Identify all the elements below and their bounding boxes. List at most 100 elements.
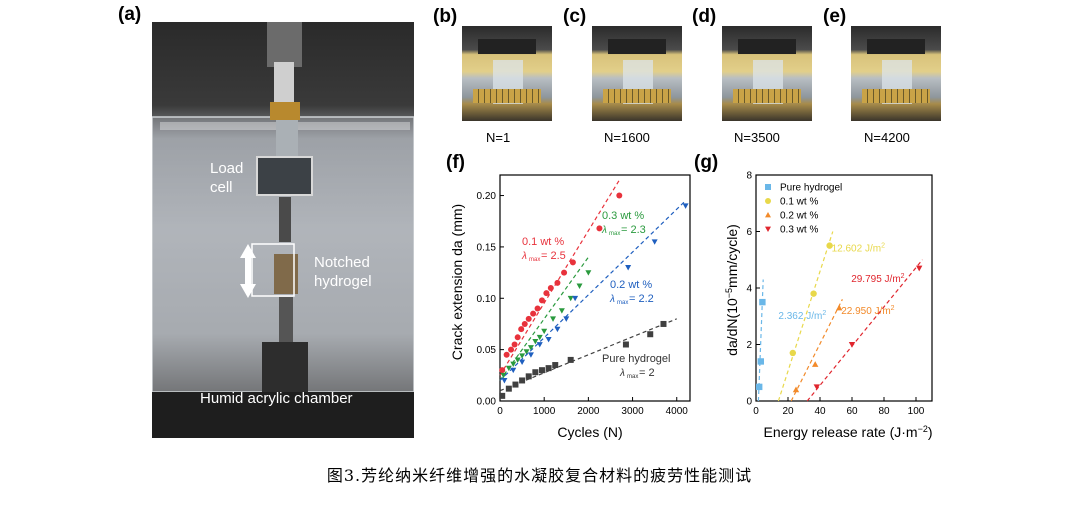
g-series-0-fit-line: [757, 279, 764, 402]
f-series-1-point: [576, 283, 583, 289]
f-series-1-point: [585, 270, 592, 276]
g-series-1-fit-line: [777, 231, 834, 402]
crack-extension-chart-y-axis-label: Crack extension da (mm): [449, 204, 465, 360]
f-label-02-lambda-sub: max: [617, 300, 628, 306]
f-y-tick-label: 0.00: [477, 397, 497, 408]
f-series-2-point: [545, 336, 552, 343]
f-plot-frame: [499, 174, 691, 402]
f-label-pure-line1: Pure hydrogel: [602, 353, 671, 365]
crack-extension-chart: 0 1000 2000 3000 4000 0.00 0.05 0.10 0.15 0.20 Cr…: [449, 174, 691, 440]
f-x-tick-label: 2000: [577, 406, 600, 417]
panel-label-b: (b): [433, 6, 458, 27]
g-series-2-point: [812, 361, 819, 367]
f-series-0-point: [616, 192, 623, 199]
f-x-tick-label: 4000: [666, 406, 689, 417]
panel-label-c: (c): [563, 6, 587, 27]
load-cell-label-line2: cell: [210, 179, 233, 196]
f-series-2-point: [510, 367, 517, 374]
f-label-01-line1: 0.1 wt %: [522, 236, 564, 248]
f-series-2-fit-line: [499, 200, 686, 381]
crack-growth-rate-chart-y-axis-label: da/dN(10−5mm/cycle): [724, 224, 740, 356]
f-x-tick-label: 0: [497, 406, 503, 417]
g-series-0-point: [756, 383, 763, 391]
f-label-01-line2: = 2.5: [541, 250, 566, 262]
g-x-tick-label: 0: [753, 406, 759, 417]
f-series-0-point: [547, 285, 554, 291]
f-series-3-point: [505, 385, 512, 392]
f-series-1-point: [541, 328, 548, 335]
f-series-0-point: [518, 326, 525, 333]
load-cell-label: Load cell: [210, 159, 243, 197]
f-series-1-point: [523, 349, 530, 355]
g-series-1-point: [826, 242, 833, 249]
panel-label-d: (d): [692, 6, 717, 27]
g-legend-3-label: 0.3 wt %: [780, 225, 818, 236]
f-series-1-point: [550, 316, 557, 322]
f-label-03-line1: 0.3 wt %: [602, 210, 644, 222]
f-label-pure-line2: = 2: [639, 367, 655, 379]
f-series-1-point: [514, 357, 521, 363]
f-series-2-point: [519, 359, 526, 365]
g-y-tick-label: 4: [746, 284, 752, 295]
specimen-photo-n1600: [592, 26, 682, 121]
f-series-3-point: [499, 392, 506, 399]
g-series-3-fit-line: [806, 259, 923, 402]
notched-hydrogel-label-line2: hydrogel: [314, 273, 372, 290]
g-x-tick-label: 20: [782, 406, 794, 417]
g-y-tick-label: 0: [746, 397, 752, 408]
f-series-0-point: [538, 297, 545, 304]
g-series-3-annotation: 29.795 J/m2: [851, 273, 904, 285]
f-series-0-point: [508, 346, 515, 353]
specimen-photo-n1: [462, 26, 552, 121]
g-series-1-point: [789, 349, 796, 357]
specimen-photo-n4200: [851, 26, 941, 121]
g-y-tick-label: 2: [746, 340, 752, 351]
g-plot-frame: [755, 174, 933, 402]
g-x-tick-label: 80: [878, 406, 890, 417]
specimen-photo-n3500: [722, 26, 812, 121]
g-legend-2-marker: [765, 212, 771, 218]
f-series-0-point: [499, 367, 506, 374]
test-setup-illustration: [152, 22, 414, 438]
f-series-3-point: [538, 367, 545, 374]
g-legend-1-label: 0.1 wt %: [780, 197, 818, 208]
f-series-3-point: [552, 362, 559, 369]
f-series-3-point: [532, 369, 539, 376]
f-series-0-point: [569, 259, 576, 266]
f-x-tick-label: 3000: [621, 406, 644, 417]
g-series-1-point: [810, 290, 817, 297]
g-series-2-point: [836, 304, 843, 311]
f-series-0-point: [554, 279, 561, 286]
panel-label-e: (e): [823, 6, 847, 27]
g-series-2-annotation: 22.950 J/m2: [841, 305, 894, 317]
f-label-03-lambda: λ: [601, 225, 607, 236]
f-series-3-point: [519, 377, 526, 384]
f-series-0-point: [525, 315, 532, 322]
chamber-label: Humid acrylic chamber: [200, 390, 353, 407]
f-series-0-point: [534, 305, 541, 312]
cycle-label-n1600: N=1600: [604, 130, 650, 145]
f-series-1-fit-line: [499, 256, 589, 381]
f-series-2-point: [554, 326, 561, 333]
f-label-02-line2: = 2.2: [629, 293, 654, 305]
f-label-03-lambda-sub: max: [609, 231, 620, 237]
f-label-01-lambda: λ: [521, 251, 527, 262]
crack-extension-chart-x-axis-label: Cycles (N): [557, 424, 622, 440]
f-label-01-lambda-sub: max: [529, 257, 540, 263]
f-series-0-point: [521, 320, 528, 327]
g-series-0-point: [757, 358, 764, 365]
f-series-3-point: [545, 365, 552, 372]
g-x-tick-label: 100: [908, 406, 925, 417]
f-series-0-point: [511, 341, 518, 348]
g-legend-1-marker: [765, 198, 771, 204]
f-label-02-lambda: λ: [609, 294, 615, 305]
f-series-0-point: [530, 310, 537, 317]
cycle-label-n1: N=1: [486, 130, 511, 145]
f-series-1-point: [536, 334, 543, 341]
f-series-2-point: [536, 342, 543, 348]
f-series-2-point: [651, 239, 658, 245]
g-x-tick-label: 60: [846, 406, 858, 417]
f-label-pure-lambda-sub: max: [627, 374, 638, 380]
f-series-3-point: [512, 381, 519, 388]
g-legend-0-marker: [765, 184, 771, 190]
